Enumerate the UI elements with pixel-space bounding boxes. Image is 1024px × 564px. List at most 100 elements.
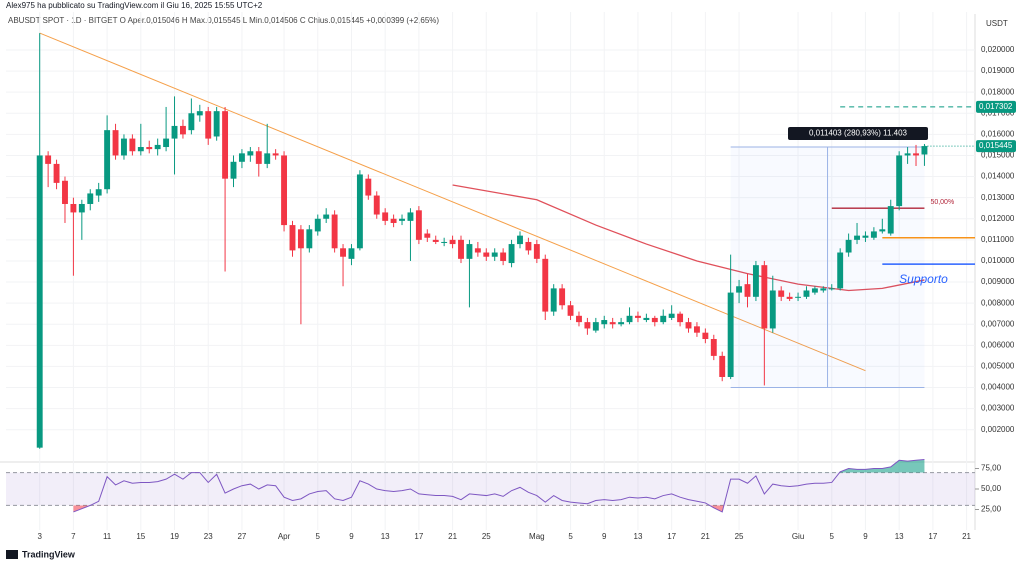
candle-body (78, 203, 85, 213)
candle-body (559, 288, 566, 306)
candle-body (340, 248, 346, 257)
target-label: 0,017302 (979, 102, 1013, 111)
candle-body (222, 111, 229, 179)
candle-body (660, 315, 667, 323)
candle-body (508, 244, 515, 264)
candle-body (820, 288, 827, 291)
moving-average (452, 184, 925, 292)
candle-body (474, 248, 481, 253)
candle-body (752, 265, 759, 297)
y-tick-label: 0,010000 (981, 256, 1015, 265)
candle-body (272, 153, 279, 156)
x-tick-label: 5 (568, 532, 573, 541)
candle-body (744, 284, 751, 297)
candle-body (761, 265, 768, 329)
x-tick-label: 5 (830, 532, 835, 541)
candle-body (693, 326, 700, 333)
candle-body (887, 206, 894, 234)
candle-body (424, 233, 431, 238)
candle-body (677, 313, 684, 323)
candle-body (458, 239, 464, 259)
candle-body (550, 288, 557, 312)
candle-body (297, 229, 304, 249)
candle-body (542, 258, 549, 312)
candle-body (769, 290, 776, 329)
candle-body (382, 212, 389, 221)
candle-body (525, 241, 532, 251)
x-tick-label: 13 (381, 532, 390, 541)
candle-body (517, 235, 523, 245)
candle-body (702, 332, 709, 340)
candle-body (53, 163, 60, 183)
candle-body (601, 320, 608, 325)
candle-body (146, 147, 153, 150)
candle-body (870, 231, 877, 238)
rsi-tick-label: 50,00 (981, 484, 1002, 493)
x-tick-label: 15 (136, 532, 145, 541)
candle-body (483, 252, 490, 257)
rsi-tick-label: 75,00 (981, 464, 1002, 473)
x-tick-label: 9 (863, 532, 868, 541)
candle-body (255, 151, 262, 164)
candle-body (584, 322, 591, 329)
candle-body (306, 229, 313, 249)
candle-body (314, 218, 321, 232)
candle-body (592, 322, 599, 331)
measure-label-box (788, 127, 928, 141)
y-tick-label: 0,009000 (981, 277, 1015, 286)
support-label: Supporto (899, 272, 948, 286)
candle-body (171, 125, 178, 139)
fib-label: 50,00% (930, 199, 954, 206)
x-tick-label: Mag (529, 532, 545, 541)
symbol-line: ABUSDT SPOT · 1D · BITGET O Aper.0,01504… (8, 16, 439, 25)
rsi-band (6, 472, 975, 506)
candle-body (45, 155, 52, 164)
candle-body (576, 315, 582, 323)
x-tick-label: 17 (928, 532, 937, 541)
target-tag (976, 100, 1016, 113)
candle-body (323, 214, 330, 219)
candle-body (36, 155, 43, 448)
candle-body (491, 252, 498, 257)
candle-body (390, 218, 397, 223)
candle-body (778, 290, 785, 297)
x-tick-label: 7 (71, 532, 76, 541)
candle-body (205, 111, 212, 139)
x-tick-label: 21 (448, 532, 457, 541)
candle-body (727, 292, 734, 377)
y-tick-label: 0,007000 (981, 319, 1015, 328)
candle-body (95, 189, 102, 196)
x-tick-label: 23 (204, 532, 213, 541)
logo-icon (6, 550, 18, 559)
candle-body (618, 322, 625, 325)
y-tick-label: 0,019000 (981, 66, 1015, 75)
candle-body (879, 229, 886, 232)
candle-body (415, 210, 422, 240)
candle-body (356, 174, 363, 249)
candle-body (179, 125, 186, 135)
candle-body (533, 244, 540, 259)
candle-body (609, 322, 616, 325)
y-tick-label: 0,015000 (981, 151, 1015, 160)
y-tick-label: 0,013000 (981, 193, 1015, 202)
candle-body (365, 178, 372, 196)
candle-body (112, 130, 119, 156)
y-tick-label: 0,002000 (981, 425, 1015, 434)
attribution: Alex975 ha pubblicato su TradingView.com… (6, 1, 263, 10)
candle-body (828, 288, 835, 290)
y-tick-label: 0,012000 (981, 214, 1015, 223)
candle-body (441, 241, 448, 243)
candle-body (854, 235, 860, 240)
x-tick-label: 13 (634, 532, 643, 541)
rsi-line (73, 458, 925, 513)
candle-body (281, 155, 288, 226)
candle-body (786, 296, 793, 299)
last-price-label: 0,015445 (979, 141, 1013, 150)
candle-body (154, 144, 161, 150)
candle-body (121, 138, 127, 156)
x-tick-label: 9 (349, 532, 354, 541)
candle-body (62, 180, 68, 204)
x-tick-label: 19 (170, 532, 179, 541)
logo: TradingView (22, 549, 76, 559)
candle-body (264, 153, 271, 164)
